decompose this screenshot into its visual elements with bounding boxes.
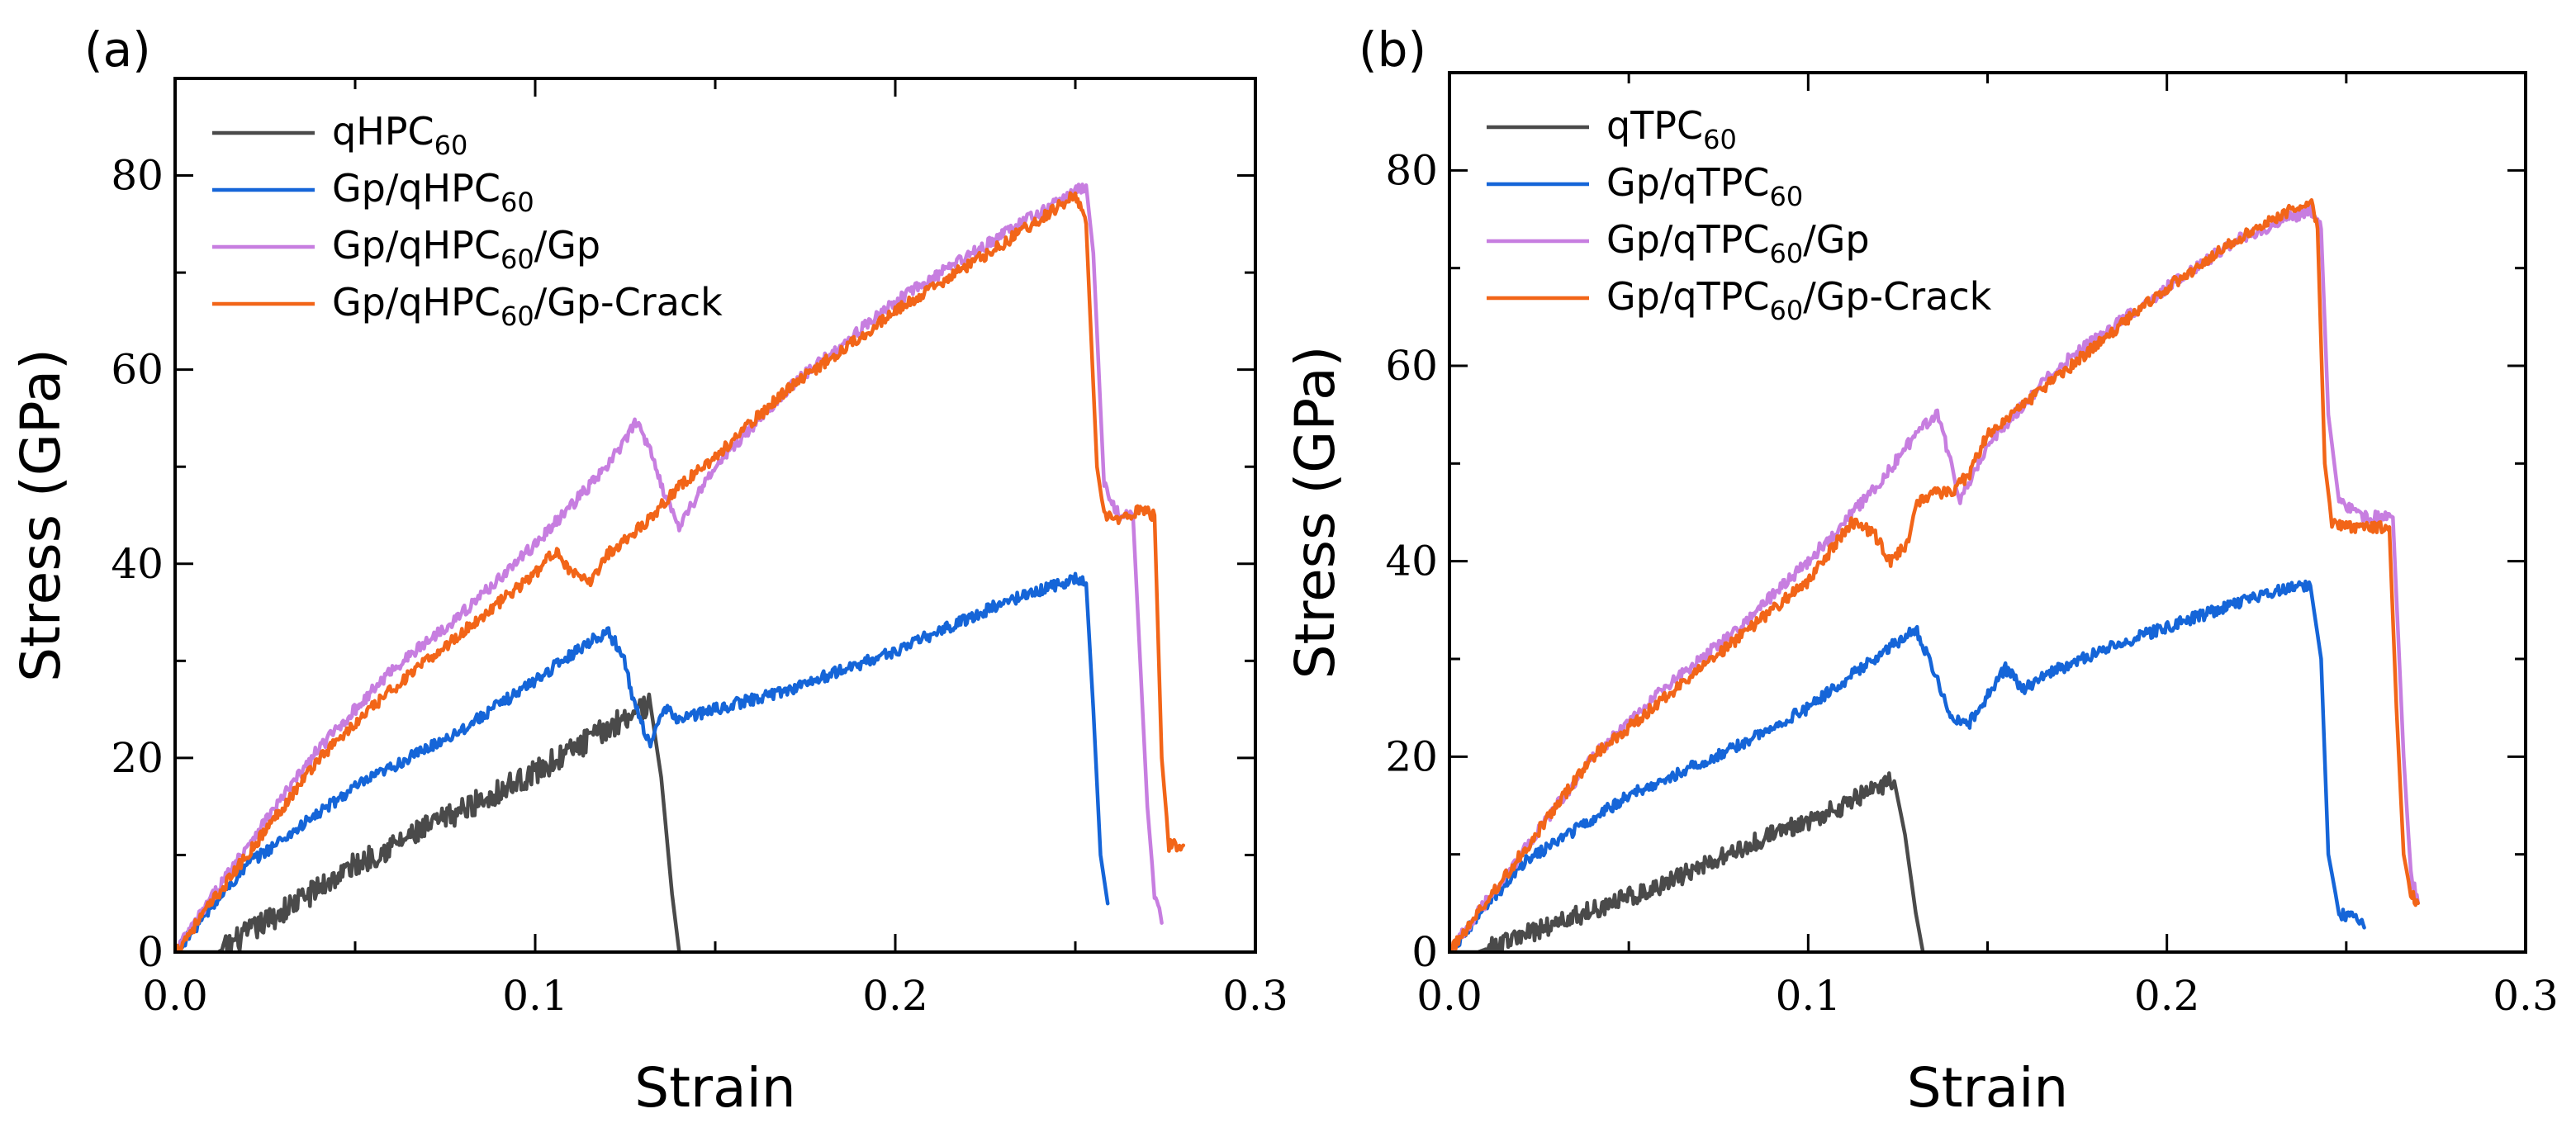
legend-item-1: qHPC60 [212,109,467,161]
legend-label-subscript: 60 [1703,124,1737,155]
legend-label-subscript: 60 [500,244,534,275]
legend-item-3: Gp/qHPC60/Gp [212,223,600,275]
legend-label-subscript: 60 [434,130,468,161]
legend-label-suffix: /Gp [534,223,600,268]
legend-label-subscript: 60 [1770,295,1804,326]
panel-label: (b) [1359,21,1426,78]
legend-item-1: qTPC60 [1487,103,1737,155]
x-axis-title: Strain [1907,1056,2069,1120]
series-line-1 [175,692,681,952]
series-line-2 [1449,579,2366,952]
y-tick-label: 80 [1385,146,1438,194]
series-line-2 [175,571,1110,952]
legend-label: Gp/qHPC60/Gp-Crack [332,280,723,332]
y-tick-label: 0 [137,928,164,976]
legend-item-2: Gp/qTPC60 [1487,160,1803,212]
panel-label: (a) [84,21,151,78]
x-tick-label: 0.2 [2134,972,2200,1020]
legend-label: Gp/qTPC60/Gp [1606,217,1870,269]
legend-label: qHPC60 [332,109,467,161]
legend-label: Gp/qTPC60/Gp-Crack [1606,274,1992,326]
chart-panel-b: 0.0 0.1 0.2 0.3 0 20 40 60 80 Strain Stress (GPa) (… [1283,21,2559,1120]
legend-label-subscript: 60 [500,187,534,218]
legend: qHPC60Gp/qHPC60Gp/qHPC60/GpGp/qHPC60/Gp-… [212,109,723,332]
x-tick-label: 0.0 [142,972,208,1020]
x-tick-label: 0.1 [1776,972,1842,1020]
y-axis-title: Stress (GPa) [1283,346,1347,680]
legend-label-main: Gp/qTPC [1606,274,1770,319]
y-tick-label: 60 [111,346,164,394]
legend-label: qTPC60 [1606,103,1737,155]
y-tick-label: 80 [111,152,164,200]
legend-label-main: Gp/qTPC [1606,217,1770,262]
legend-label: Gp/qTPC60 [1606,160,1803,212]
legend-item-3: Gp/qTPC60/Gp [1487,217,1870,269]
series-lines [175,182,1186,952]
x-tick-label: 0.0 [1416,972,1483,1020]
legend-label-subscript: 60 [500,301,534,332]
legend-label-main: qHPC [332,109,434,154]
x-tick-label: 0.2 [862,972,928,1020]
x-axis-title: Strain [634,1056,796,1120]
y-tick-label: 40 [111,540,164,588]
x-tick-label: 0.1 [502,972,568,1020]
legend-item-4: Gp/qTPC60/Gp-Crack [1487,274,1992,326]
y-tick-label: 40 [1385,538,1438,585]
legend-label-main: Gp/qHPC [332,280,500,325]
legend-label-suffix: /Gp-Crack [1803,274,1991,319]
y-tick-label: 20 [1385,732,1438,780]
series-line-3 [175,182,1164,952]
legend-label-main: qTPC [1606,103,1703,148]
x-tick-label: 0.3 [1222,972,1288,1020]
legend-label: Gp/qHPC60/Gp [332,223,600,275]
legend-item-4: Gp/qHPC60/Gp-Crack [212,280,723,332]
series-line-4 [1449,197,2420,952]
y-axis-title: Stress (GPa) [9,348,73,682]
chart-panel-a: 0.0 0.1 0.2 0.3 0 20 40 60 80 Strain Stress (GPa) (… [9,21,1288,1120]
legend-item-2: Gp/qHPC60 [212,166,534,218]
legend-label-main: Gp/qHPC [332,166,500,211]
legend-label-main: Gp/qTPC [1606,160,1770,205]
legend-label: Gp/qHPC60 [332,166,534,218]
series-line-1 [1449,771,1925,952]
series-line-4 [175,191,1186,952]
legend-label-subscript: 60 [1770,238,1804,269]
y-tick-label: 60 [1385,342,1438,390]
legend-label-subscript: 60 [1770,181,1804,212]
legend-label-main: Gp/qHPC [332,223,500,268]
y-tick-label: 0 [1411,928,1438,976]
series-lines [1449,197,2420,952]
legend-label-suffix: /Gp [1803,217,1869,262]
x-tick-label: 0.3 [2493,972,2559,1020]
y-tick-label: 20 [111,734,164,782]
legend: qTPC60Gp/qTPC60Gp/qTPC60/GpGp/qTPC60/Gp-… [1487,103,1992,326]
legend-label-suffix: /Gp-Crack [534,280,723,325]
